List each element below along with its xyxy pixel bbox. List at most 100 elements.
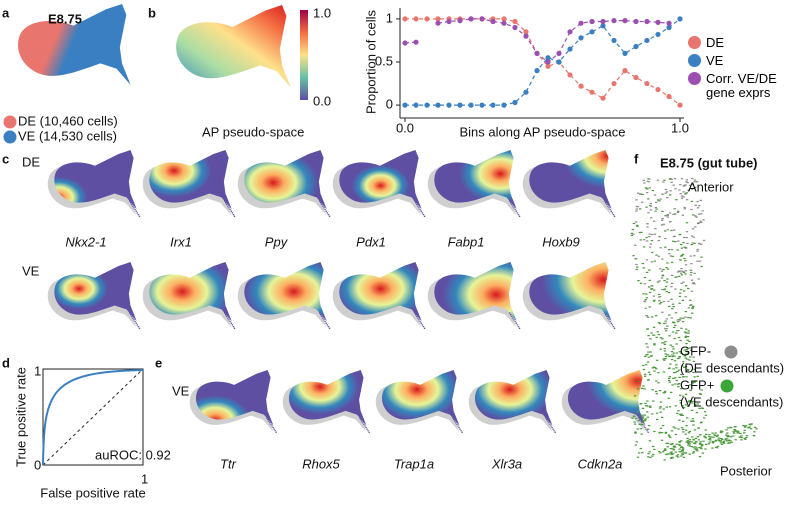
cell-dot xyxy=(703,435,706,437)
cell-dot xyxy=(651,251,654,254)
legend-text: Corr. VE/DE gene exprs xyxy=(706,71,777,100)
cell-dot xyxy=(687,330,690,332)
data-point xyxy=(622,50,628,56)
panel-label: b xyxy=(148,5,156,20)
cell-dot xyxy=(604,201,607,204)
cell-dot xyxy=(684,260,687,262)
cell-dot xyxy=(643,283,646,285)
cell-dot xyxy=(690,200,694,202)
cell-dot xyxy=(138,327,141,330)
cell-dot xyxy=(418,319,420,321)
cell-dot xyxy=(683,206,686,209)
cell-dot xyxy=(653,194,657,196)
cell-dot xyxy=(683,208,686,210)
cell-dot xyxy=(658,451,661,453)
cell-dot xyxy=(637,280,640,282)
cell-dot xyxy=(657,293,661,295)
cell-dot xyxy=(730,441,733,443)
cell-dot xyxy=(633,421,636,423)
cell-dot xyxy=(681,253,685,255)
cell-dot xyxy=(655,390,658,393)
cell-dot xyxy=(642,246,646,248)
cell-dot xyxy=(707,438,711,440)
cell-dot xyxy=(635,205,639,208)
cell-dot xyxy=(697,427,701,429)
cell-dot xyxy=(696,207,700,209)
cell-dot xyxy=(664,192,667,194)
cell-dot xyxy=(684,332,688,334)
cell-dot xyxy=(692,360,696,362)
cell-dot xyxy=(687,189,690,191)
cell-dot xyxy=(325,210,327,212)
data-point xyxy=(644,37,650,44)
cell-dot xyxy=(518,215,521,218)
cell-dot xyxy=(679,317,682,319)
cell-dot xyxy=(689,384,692,386)
data-point xyxy=(567,72,573,78)
cell-dot xyxy=(638,417,640,419)
cell-dot xyxy=(705,433,708,435)
cell-dot xyxy=(743,437,746,440)
cell-dot xyxy=(232,213,235,216)
gene-name: Rhox5 xyxy=(302,456,340,471)
cell-dot xyxy=(662,371,666,373)
cell-dot xyxy=(653,370,656,372)
orientation-label: Posterior xyxy=(720,463,773,478)
cell-dot xyxy=(685,199,689,201)
cell-dot xyxy=(715,435,719,438)
cell-dot xyxy=(646,400,649,402)
cell-dot xyxy=(749,424,752,426)
cell-dot xyxy=(227,205,229,207)
legend-item: Corr. VE/DE gene exprs xyxy=(688,72,798,100)
cell-dot xyxy=(679,413,682,415)
embedding xyxy=(17,4,131,85)
cell-dot xyxy=(363,423,365,426)
cell-dot xyxy=(662,322,666,325)
cell-dot xyxy=(740,436,743,439)
cell-dot xyxy=(678,441,681,443)
cell-dot xyxy=(226,203,228,206)
data-point xyxy=(633,18,639,25)
series-line xyxy=(405,18,681,106)
embedding-expression xyxy=(474,370,553,426)
data-point xyxy=(512,18,518,25)
cell-dot xyxy=(682,270,685,272)
cell-dot xyxy=(684,366,688,368)
cell-dot xyxy=(223,200,226,202)
cell-dot xyxy=(610,322,612,324)
cell-dot xyxy=(679,414,683,416)
cell-dot xyxy=(682,317,685,319)
cell-dot xyxy=(642,385,645,387)
cell-dot xyxy=(608,207,610,209)
gene-name: Ttr xyxy=(220,456,237,471)
cell-dot xyxy=(508,312,511,314)
legend-text: VE xyxy=(706,53,724,68)
cell-dot xyxy=(654,210,657,212)
cell-dot xyxy=(691,436,694,438)
cell-dot xyxy=(724,439,727,441)
cell-dot xyxy=(680,270,683,272)
cell-dot xyxy=(678,448,681,450)
cell-dot xyxy=(635,441,638,443)
cell-dot xyxy=(642,293,645,295)
cell-dot xyxy=(691,312,694,314)
cell-dot xyxy=(688,445,692,447)
data-point xyxy=(655,19,661,25)
cell-dot xyxy=(454,420,456,422)
cell-dot xyxy=(688,347,692,349)
cell-dot xyxy=(641,416,645,418)
cell-dot xyxy=(678,451,681,453)
embedding xyxy=(522,150,616,218)
cell-dot xyxy=(729,426,732,428)
cell-dot xyxy=(644,355,647,358)
tick-label: 1 xyxy=(34,363,41,378)
cell-dot xyxy=(680,327,683,329)
cell-dot xyxy=(136,212,139,214)
cell-dot xyxy=(697,222,701,224)
cell-dot xyxy=(682,321,685,323)
cell-dot xyxy=(665,318,668,320)
colorbar xyxy=(300,10,308,100)
cell-dot xyxy=(700,389,703,391)
embedding xyxy=(176,5,291,88)
